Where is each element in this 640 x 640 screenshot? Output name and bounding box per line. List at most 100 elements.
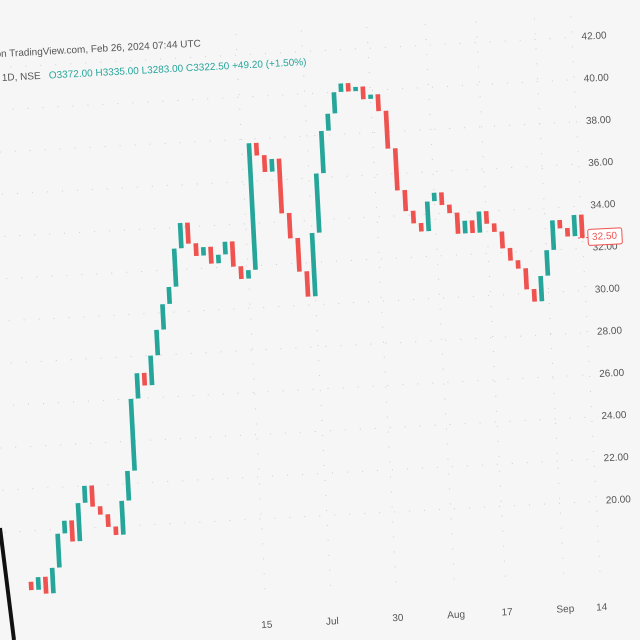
y-tick-label: 40.00 (583, 73, 609, 85)
candle (61, 520, 68, 534)
candle (185, 222, 191, 244)
candle (166, 286, 173, 304)
candle (55, 533, 62, 568)
candle (134, 373, 141, 399)
x-tick-label: 17 (501, 607, 513, 619)
grid-line (235, 33, 267, 604)
candle (313, 173, 322, 233)
last-price-line (578, 237, 589, 239)
y-tick-label: 36.00 (588, 157, 614, 169)
candle (392, 148, 400, 191)
candle (253, 142, 260, 156)
candle (177, 222, 184, 249)
grid-line (366, 27, 398, 597)
candle (113, 526, 119, 536)
candle (128, 398, 137, 471)
candle (431, 192, 437, 202)
symbol-text: ES, 1D, NSE (0, 71, 41, 85)
candle (200, 246, 207, 256)
candle (418, 222, 424, 232)
candle (469, 220, 475, 234)
candle (229, 241, 236, 267)
candle (360, 86, 366, 100)
candle (375, 94, 381, 112)
grid-line (300, 30, 332, 600)
candle (402, 189, 409, 212)
y-tick-label: 38.00 (586, 115, 612, 127)
candle (454, 212, 461, 234)
last-price-box (587, 227, 623, 246)
y-tick-label: 34.00 (590, 199, 616, 211)
candle (331, 92, 338, 114)
grid-line (424, 24, 456, 594)
candle (499, 231, 505, 249)
candle (483, 211, 490, 224)
candle (193, 243, 199, 257)
candle (75, 503, 83, 542)
candle (318, 130, 326, 174)
y-tick-label: 30.00 (595, 283, 621, 295)
candle (141, 372, 148, 386)
candle (353, 86, 359, 92)
y-tick-label: 28.00 (597, 326, 623, 338)
y-tick-label: 22.00 (603, 452, 629, 464)
candle (215, 254, 222, 264)
candle (222, 241, 228, 255)
candle (446, 204, 453, 214)
candle (42, 576, 49, 594)
candle (383, 110, 391, 149)
candle (49, 567, 56, 594)
candle (368, 94, 374, 99)
candle (276, 158, 285, 214)
candle (538, 275, 545, 302)
candle (438, 192, 445, 206)
grid-line (475, 21, 507, 591)
candle (261, 155, 268, 173)
candle (507, 247, 513, 261)
candle (571, 214, 578, 237)
candle (246, 143, 258, 270)
candle (119, 500, 126, 535)
candle (295, 237, 302, 272)
candle (89, 485, 96, 507)
last-price-label: 32.50 (592, 231, 618, 243)
candle (544, 250, 551, 276)
candle (97, 506, 103, 515)
candle (424, 201, 432, 232)
candle (105, 514, 111, 528)
candle (148, 355, 155, 386)
candle (82, 485, 88, 503)
frame-edge (0, 527, 16, 640)
candle (208, 246, 214, 264)
candle (309, 232, 318, 297)
grid-line (533, 18, 565, 588)
candle (238, 266, 244, 280)
y-tick-label: 26.00 (599, 368, 625, 380)
candle (154, 329, 161, 356)
candle (245, 270, 252, 279)
y-tick-label: 42.00 (581, 30, 607, 42)
x-tick-label: 30 (392, 613, 404, 625)
candle (476, 211, 483, 233)
candle (523, 268, 530, 290)
candle (549, 220, 557, 251)
candle (125, 470, 132, 501)
x-tick-label: Aug (447, 609, 465, 621)
candle (69, 520, 75, 542)
x-tick-label: 14 (596, 602, 608, 614)
candle (345, 82, 351, 92)
candle (338, 83, 344, 93)
candle (515, 260, 521, 269)
candle (491, 223, 497, 232)
x-tick-label: 15 (261, 620, 273, 632)
candle (269, 158, 275, 172)
candle (160, 304, 167, 330)
y-tick-label: 24.00 (601, 410, 627, 422)
candle (28, 581, 34, 591)
candle (286, 212, 293, 239)
candle (557, 219, 563, 229)
candle (564, 227, 571, 237)
